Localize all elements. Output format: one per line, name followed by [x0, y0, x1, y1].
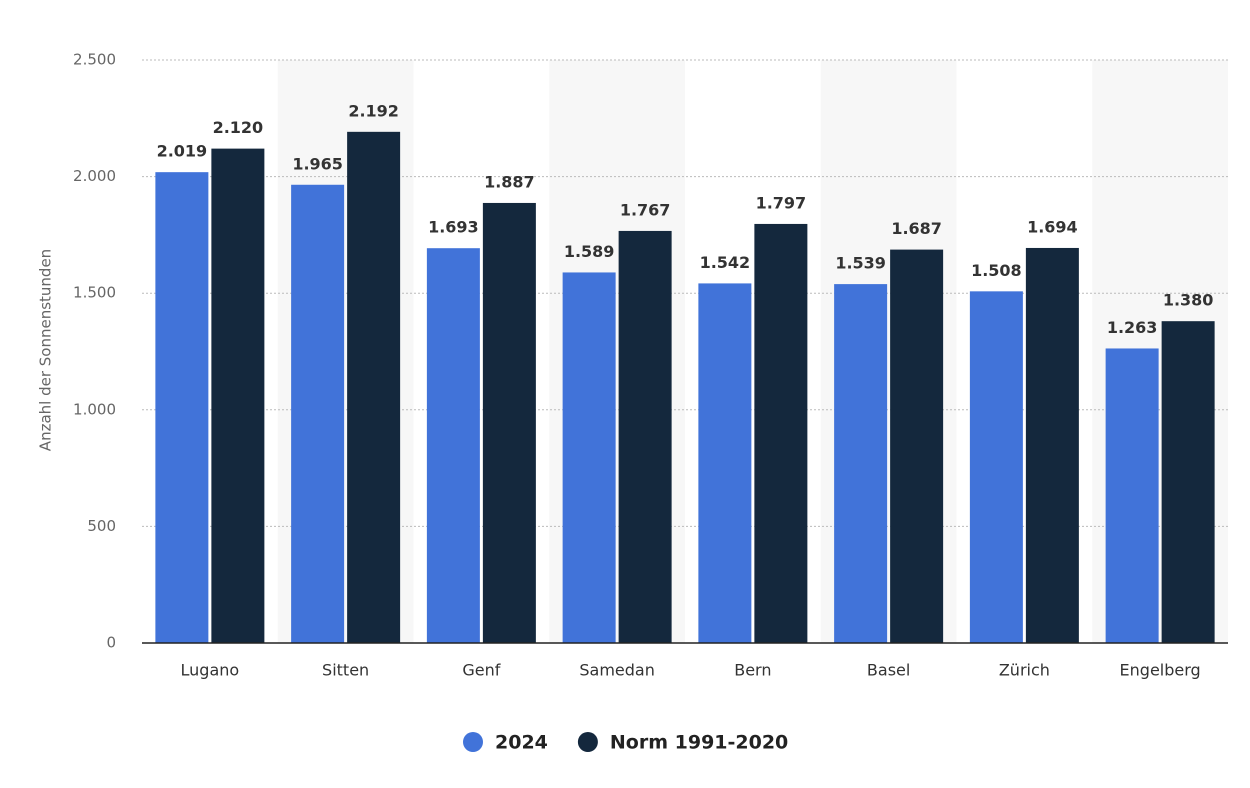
value-label: 1.508: [971, 261, 1022, 280]
y-tick-label: 1.500: [73, 284, 116, 302]
value-label: 1.694: [1027, 217, 1078, 236]
y-tick-label: 2.000: [73, 167, 116, 185]
bar: [1025, 247, 1079, 643]
bar: [211, 148, 265, 643]
bar: [562, 272, 616, 643]
bar: [969, 291, 1023, 643]
bar: [618, 230, 672, 643]
x-tick-label: Zürich: [999, 661, 1050, 680]
x-tick-label: Bern: [734, 661, 771, 680]
legend-marker: [463, 732, 483, 752]
bar: [155, 172, 209, 644]
x-tick-label: Lugano: [181, 661, 240, 680]
x-tick-label: Sitten: [322, 661, 369, 680]
bar: [347, 131, 401, 643]
x-tick-label: Basel: [867, 661, 910, 680]
legend-label: 2024: [495, 732, 548, 754]
y-tick-label: 2.500: [73, 51, 116, 69]
value-label: 1.687: [891, 219, 942, 238]
value-label: 1.887: [484, 172, 535, 191]
bar: [754, 223, 808, 643]
value-label: 2.019: [157, 142, 208, 161]
x-tick-label: Genf: [462, 661, 500, 680]
y-tick-label: 500: [87, 517, 116, 535]
value-label: 1.965: [292, 154, 343, 173]
x-tick-label: Engelberg: [1120, 661, 1201, 680]
bar: [291, 184, 345, 643]
y-tick-label: 0: [106, 634, 116, 652]
value-label: 1.542: [700, 253, 751, 272]
legend-label: Norm 1991-2020: [610, 732, 788, 754]
value-label: 2.120: [213, 118, 264, 137]
value-label: 1.589: [564, 242, 615, 261]
bar: [890, 249, 944, 643]
bar: [698, 283, 752, 643]
bar: [426, 248, 480, 644]
bar: [1105, 348, 1159, 643]
y-tick-label: 1.000: [73, 400, 116, 418]
bar: [1161, 321, 1215, 643]
bar: [834, 284, 888, 643]
x-tick-label: Samedan: [579, 661, 655, 680]
legend-marker: [577, 732, 598, 752]
value-label: 1.263: [1107, 318, 1158, 337]
value-label: 1.797: [756, 193, 807, 212]
y-axis-label: Anzahl der Sonnenstunden: [37, 249, 55, 451]
value-label: 1.380: [1163, 291, 1214, 310]
bar: [482, 202, 536, 643]
value-label: 2.192: [348, 101, 399, 120]
value-label: 1.539: [835, 254, 886, 273]
value-label: 1.693: [428, 218, 479, 237]
value-label: 1.767: [620, 200, 671, 219]
